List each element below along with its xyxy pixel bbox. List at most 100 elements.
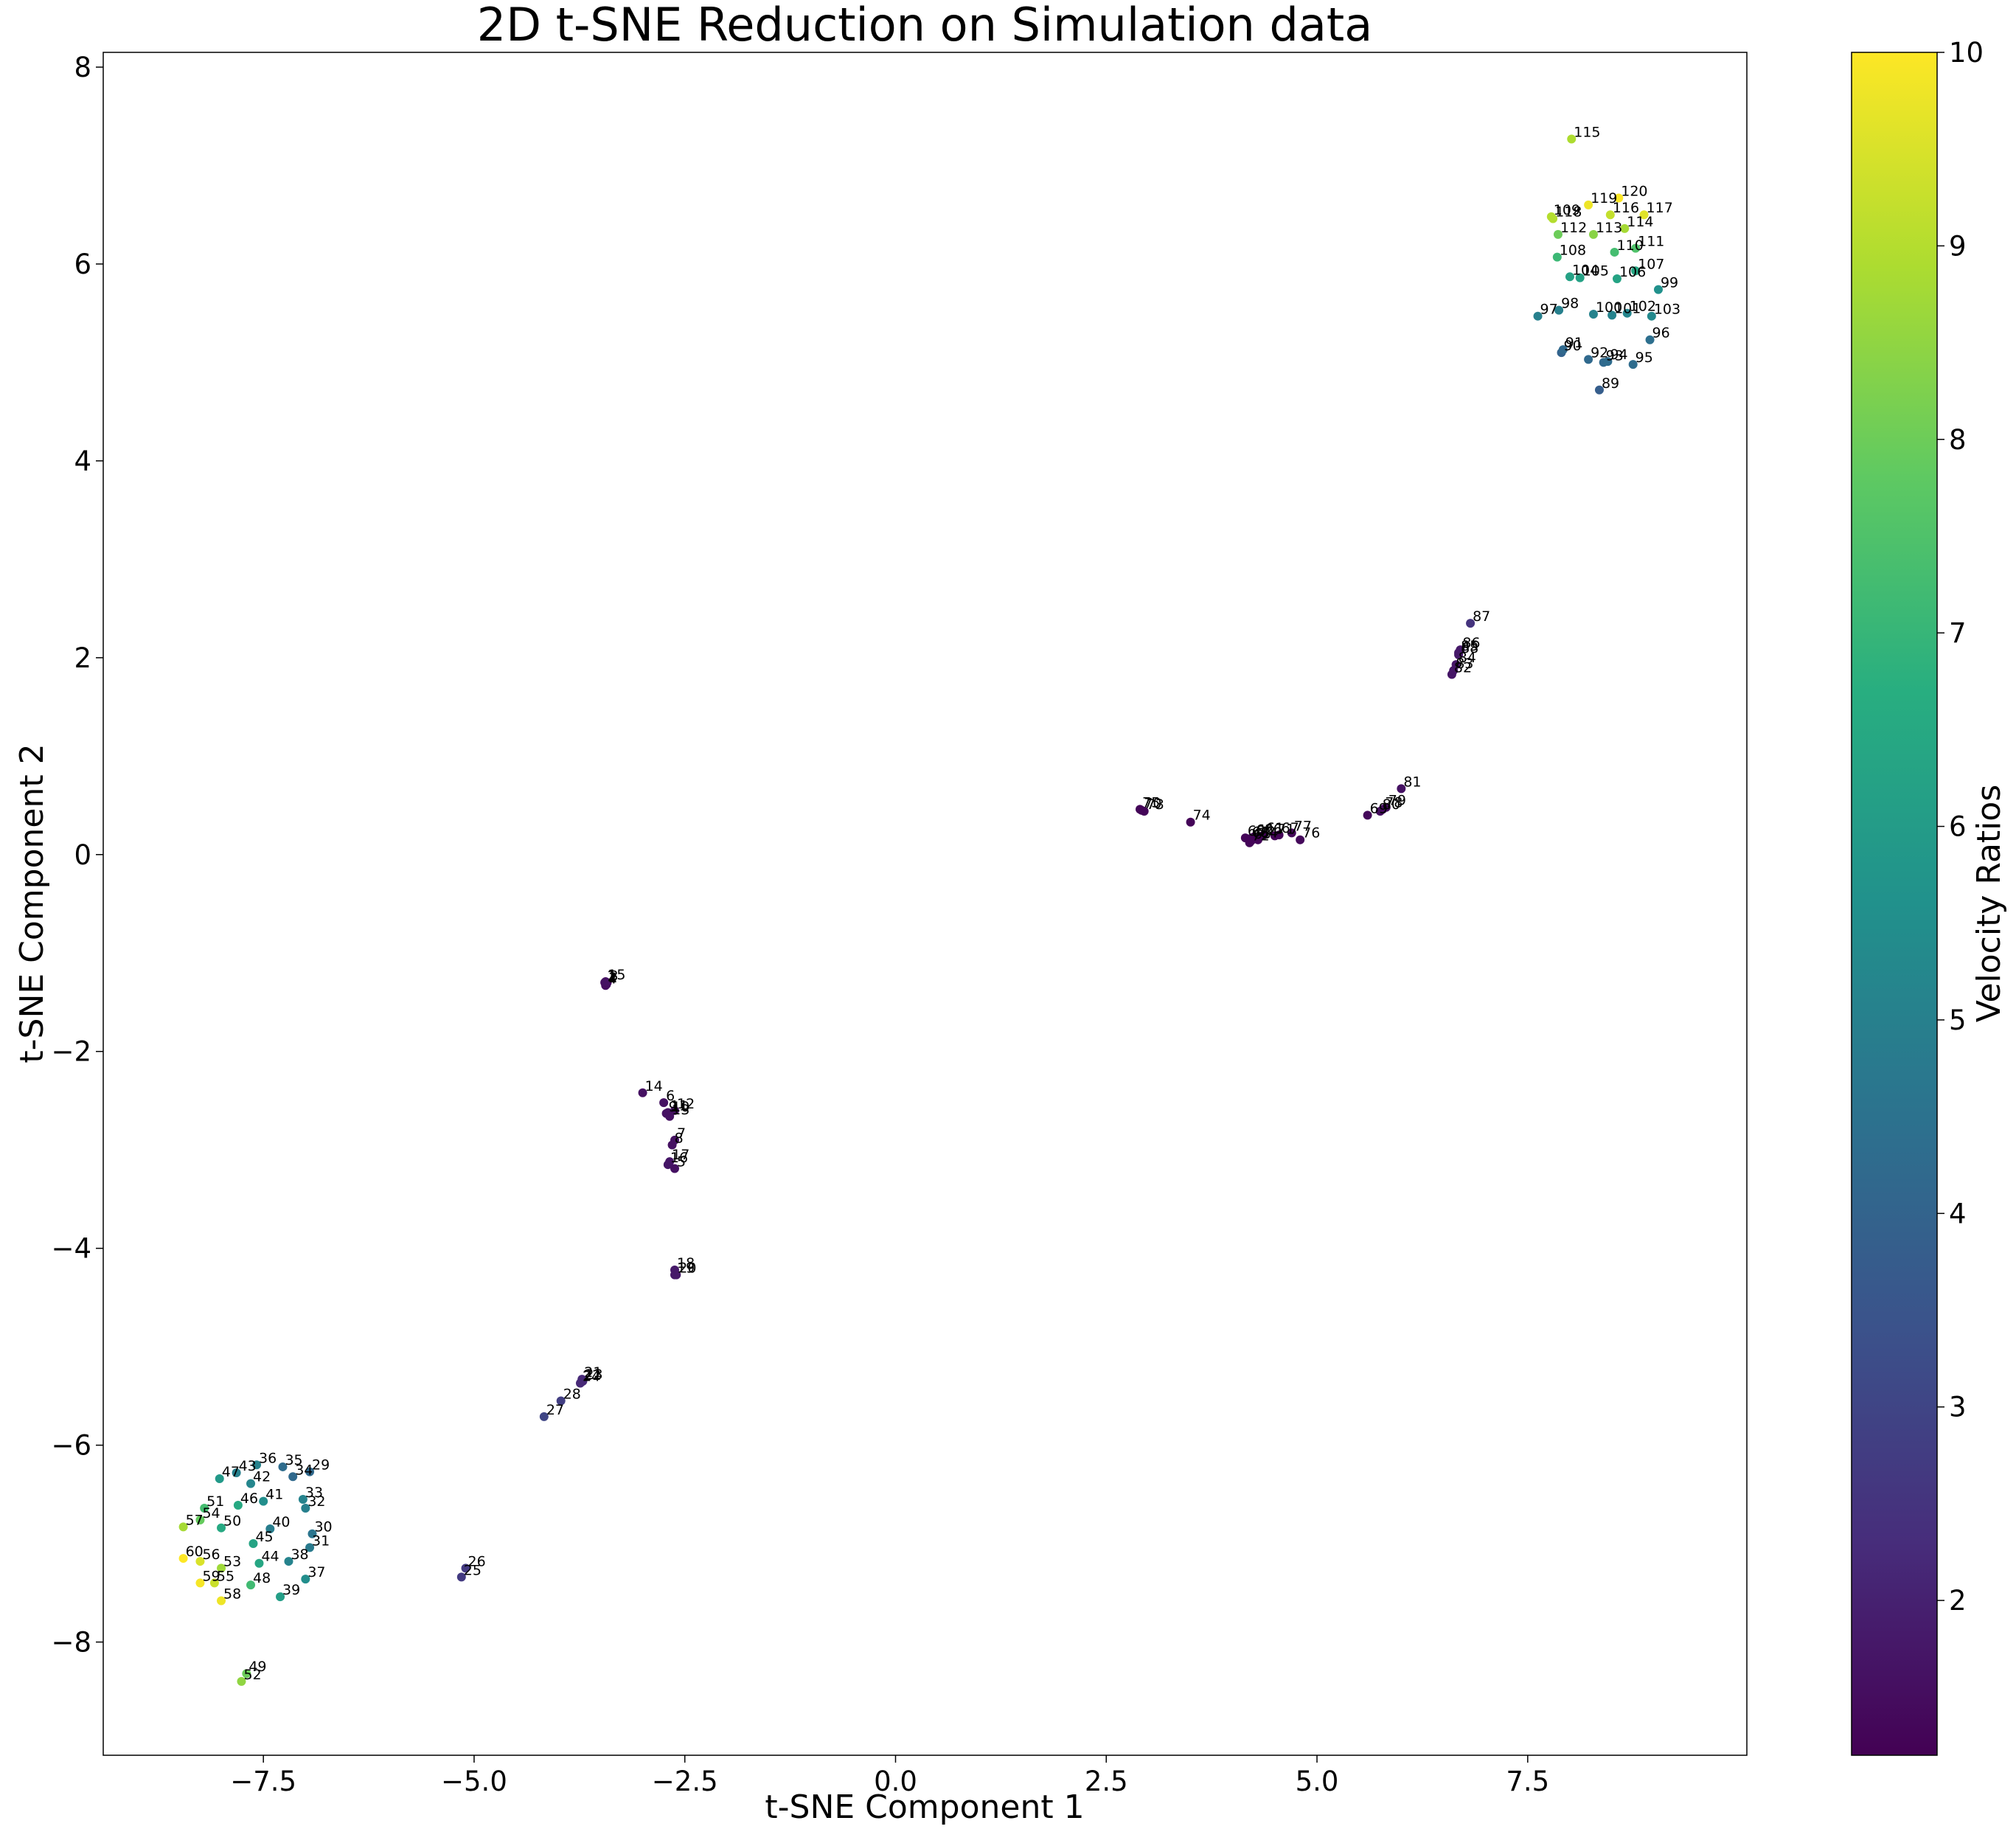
point-label: 94 [1610, 347, 1627, 363]
chart-title: 2D t-SNE Reduction on Simulation data [477, 0, 1372, 52]
point-label: 72 [1252, 828, 1270, 844]
point-label: 80 [1383, 796, 1400, 813]
point-label: 46 [240, 1490, 258, 1507]
point-label: 68 [1248, 823, 1265, 839]
scatter-point [195, 1516, 205, 1525]
scatter-point [237, 1676, 246, 1686]
scatter-point [217, 1523, 226, 1533]
scatter-point [307, 1529, 317, 1538]
colorbar-tick-label: 5 [1949, 1004, 1967, 1036]
point-label: 120 [1621, 184, 1647, 200]
point-label: 21 [584, 1364, 602, 1381]
scatter-point [1605, 210, 1615, 220]
point-label: 28 [563, 1386, 581, 1403]
scatter-point [1454, 650, 1464, 659]
point-label: 107 [1638, 256, 1664, 272]
scatter-point [1588, 310, 1598, 319]
scatter-point [539, 1412, 549, 1421]
colorbar-label: Velocity Ratios [1970, 785, 2008, 1022]
scatter-point [232, 1468, 241, 1477]
point-label: 61 [1266, 820, 1284, 836]
y-tick-label: −8 [51, 1627, 91, 1659]
scatter-point [1565, 272, 1574, 282]
colorbar-tick-label: 7 [1949, 617, 1967, 649]
scatter-point [1375, 807, 1385, 816]
scatter-point [1575, 273, 1585, 282]
point-label: 30 [314, 1519, 332, 1535]
point-label: 22 [583, 1367, 601, 1384]
point-label: 109 [1554, 202, 1580, 218]
point-label: 119 [1591, 190, 1617, 206]
x-tick-label: 7.5 [1506, 1766, 1549, 1797]
scatter-points [178, 134, 1663, 1686]
scatter-point [1549, 214, 1558, 223]
point-label: 23 [585, 1367, 602, 1383]
point-label: 8 [675, 1130, 684, 1146]
scatter-point [298, 1494, 307, 1504]
point-label: 9 [669, 1099, 678, 1115]
point-label: 103 [1654, 302, 1680, 318]
scatter-point [1554, 305, 1564, 315]
x-axis-label: t-SNE Component 1 [765, 1788, 1084, 1826]
scatter-point [1622, 308, 1632, 318]
point-label: 86 [1462, 635, 1480, 651]
point-label: 5 [677, 1154, 686, 1170]
colorbar-tick-label: 6 [1949, 811, 1967, 843]
point-label: 18 [677, 1255, 695, 1271]
point-label: 16 [670, 1150, 688, 1166]
scatter-point [248, 1539, 258, 1549]
colorbar-tick-label: 3 [1949, 1392, 1967, 1423]
colorbar-tick-label: 9 [1949, 230, 1967, 262]
point-label: 74 [1193, 808, 1211, 824]
point-label: 15 [608, 967, 625, 983]
point-label: 20 [678, 1260, 696, 1277]
scatter-point [259, 1496, 268, 1506]
y-axis-ticks: −8 −6 −4 −2 0 2 4 6 8 [51, 52, 103, 1659]
point-label: 4 [608, 971, 616, 987]
point-label: 2 [608, 970, 617, 986]
point-label: 76 [1302, 825, 1320, 841]
scatter-point [1584, 200, 1593, 209]
scatter-point [178, 1554, 188, 1564]
point-label: 43 [239, 1458, 257, 1474]
scatter-point [1639, 210, 1649, 220]
scatter-point [209, 1578, 219, 1588]
point-label: 53 [223, 1553, 241, 1569]
scatter-point [178, 1522, 188, 1532]
scatter-point [1645, 335, 1655, 344]
point-label: 115 [1574, 124, 1600, 140]
point-label: 71 [1277, 821, 1295, 837]
point-labels: 1234567891011121314151617181920212223242… [186, 124, 1681, 1682]
point-label: 14 [645, 1078, 663, 1094]
point-label: 87 [1473, 608, 1490, 625]
point-label: 19 [677, 1260, 695, 1277]
scatter-point [1186, 817, 1195, 827]
point-label: 40 [272, 1514, 290, 1530]
point-label: 57 [186, 1512, 204, 1528]
point-label: 42 [253, 1469, 271, 1485]
point-label: 36 [259, 1450, 277, 1466]
point-label: 95 [1636, 350, 1653, 366]
scatter-point [638, 1088, 647, 1097]
point-label: 89 [1602, 375, 1619, 392]
scatter-point [601, 976, 611, 986]
point-label: 113 [1596, 220, 1622, 236]
scatter-point [246, 1580, 256, 1590]
point-label: 29 [312, 1457, 330, 1474]
scatter-point [301, 1503, 310, 1513]
scatter-point [246, 1479, 256, 1488]
scatter-point [1647, 311, 1656, 321]
scatter-point [200, 1503, 209, 1513]
point-label: 17 [672, 1147, 689, 1163]
scatter-point [1631, 266, 1641, 276]
point-label: 65 [1254, 826, 1271, 842]
scatter-point [301, 1575, 310, 1584]
x-tick-label: 2.5 [1085, 1766, 1128, 1797]
scatter-point [1584, 355, 1593, 364]
point-label: 1 [607, 968, 616, 984]
scatter-point [461, 1564, 470, 1573]
point-label: 60 [186, 1544, 204, 1560]
point-label: 26 [468, 1553, 486, 1569]
point-label: 13 [672, 1102, 689, 1118]
plot-area [102, 52, 1748, 1756]
